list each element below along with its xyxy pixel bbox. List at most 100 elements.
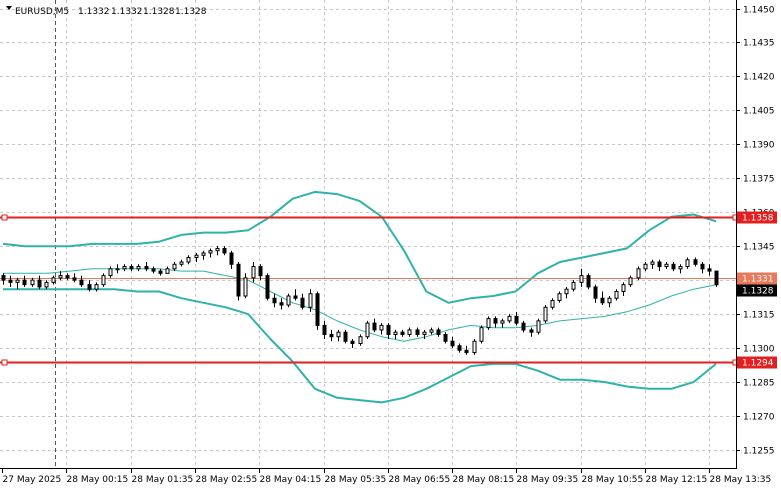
candle-body-up [678, 266, 683, 270]
candle [393, 329, 398, 339]
candle-body-up [550, 300, 555, 308]
candle-body-up [500, 320, 505, 324]
candle [51, 275, 56, 285]
candle-body-up [215, 247, 220, 252]
candle [407, 327, 412, 337]
candle-body-up [472, 340, 477, 354]
candle [486, 316, 491, 330]
candle-body-up [336, 331, 341, 338]
candle-body-up [379, 324, 384, 331]
candle [379, 323, 384, 335]
grid [0, 0, 736, 468]
candle [229, 250, 234, 269]
candle [464, 345, 469, 355]
candle-body-down [258, 266, 263, 277]
candle [529, 327, 534, 337]
x-tick-label: 28 May 06:55 [389, 475, 451, 485]
candle [521, 320, 526, 333]
candle [179, 259, 184, 267]
candle [707, 264, 712, 276]
candle [194, 252, 199, 263]
x-tick-label: 28 May 09:35 [517, 475, 579, 485]
close-value: 1.1328 [175, 7, 207, 17]
horizontal-levels [0, 214, 739, 366]
candle-body-up [208, 250, 213, 254]
candle [172, 262, 177, 272]
candle [450, 336, 455, 349]
candle-body-up [30, 279, 35, 286]
candle [15, 277, 20, 290]
candle [44, 280, 49, 290]
candle-body-down [265, 275, 270, 299]
candle-body-up [51, 277, 56, 283]
candle-body-down [450, 340, 455, 347]
y-tick-label: 1.1270 [743, 413, 775, 423]
candle-body-down [72, 277, 77, 281]
candle-body-down [529, 329, 534, 333]
candle-body-up [179, 261, 184, 265]
price-tag-bg [737, 211, 777, 224]
candle [685, 257, 690, 269]
candle-body-up [685, 259, 690, 268]
candle-body-up [101, 275, 106, 286]
candle [693, 257, 698, 267]
candle [108, 266, 113, 278]
candle-body-down [514, 315, 519, 324]
price-tag-bg [737, 356, 777, 369]
candle [628, 275, 633, 287]
candle-body-up [365, 322, 370, 338]
candle [614, 289, 619, 301]
candle [144, 262, 149, 272]
candle-body-up [136, 266, 141, 270]
candle [87, 280, 92, 292]
candle [386, 323, 391, 339]
candle [208, 248, 213, 258]
dropdown-triangle-icon[interactable] [6, 6, 12, 10]
candle [22, 275, 27, 287]
candles [1, 246, 719, 355]
candle-body-up [15, 279, 20, 283]
candle-body-down [457, 345, 462, 351]
candle-body-down [657, 261, 662, 268]
candle-body-down [586, 275, 591, 288]
candle-body-up [614, 290, 619, 299]
candle [650, 259, 655, 269]
candle [536, 318, 541, 335]
candle-body-down [386, 324, 391, 335]
candle [443, 332, 448, 344]
candle [607, 295, 612, 308]
candle [79, 275, 84, 287]
candle [422, 329, 427, 339]
candle-body-up [201, 252, 206, 256]
y-tick-label: 1.1420 [743, 73, 775, 83]
bollinger-bands [2, 190, 717, 404]
candle [479, 325, 484, 344]
candle-body-up [486, 318, 491, 329]
candle [215, 246, 220, 256]
candle-body-up [243, 277, 248, 297]
bollinger-upper-line [2, 190, 717, 304]
candle-body-up [186, 257, 191, 263]
candle [329, 329, 334, 342]
candle-body-up [286, 295, 291, 306]
candle-body-up [571, 281, 576, 290]
candle [8, 275, 13, 287]
level-anchor-left [1, 214, 8, 221]
candle [1, 273, 6, 285]
candle [678, 264, 683, 274]
candle [500, 318, 505, 328]
y-tick-label: 1.1435 [743, 39, 775, 49]
candle [115, 264, 120, 274]
candle-body-up [122, 266, 127, 270]
candle [457, 343, 462, 353]
candle-body-down [350, 340, 355, 345]
candle-body-down [222, 247, 227, 254]
candle [643, 262, 648, 272]
x-tick-label: 28 May 10:55 [582, 475, 644, 485]
candle-body-up [429, 329, 434, 333]
candle-body-down [493, 318, 498, 324]
current-price-tag-bg [737, 284, 777, 297]
candle-body-up [115, 268, 120, 271]
candle-body-down [79, 279, 84, 286]
